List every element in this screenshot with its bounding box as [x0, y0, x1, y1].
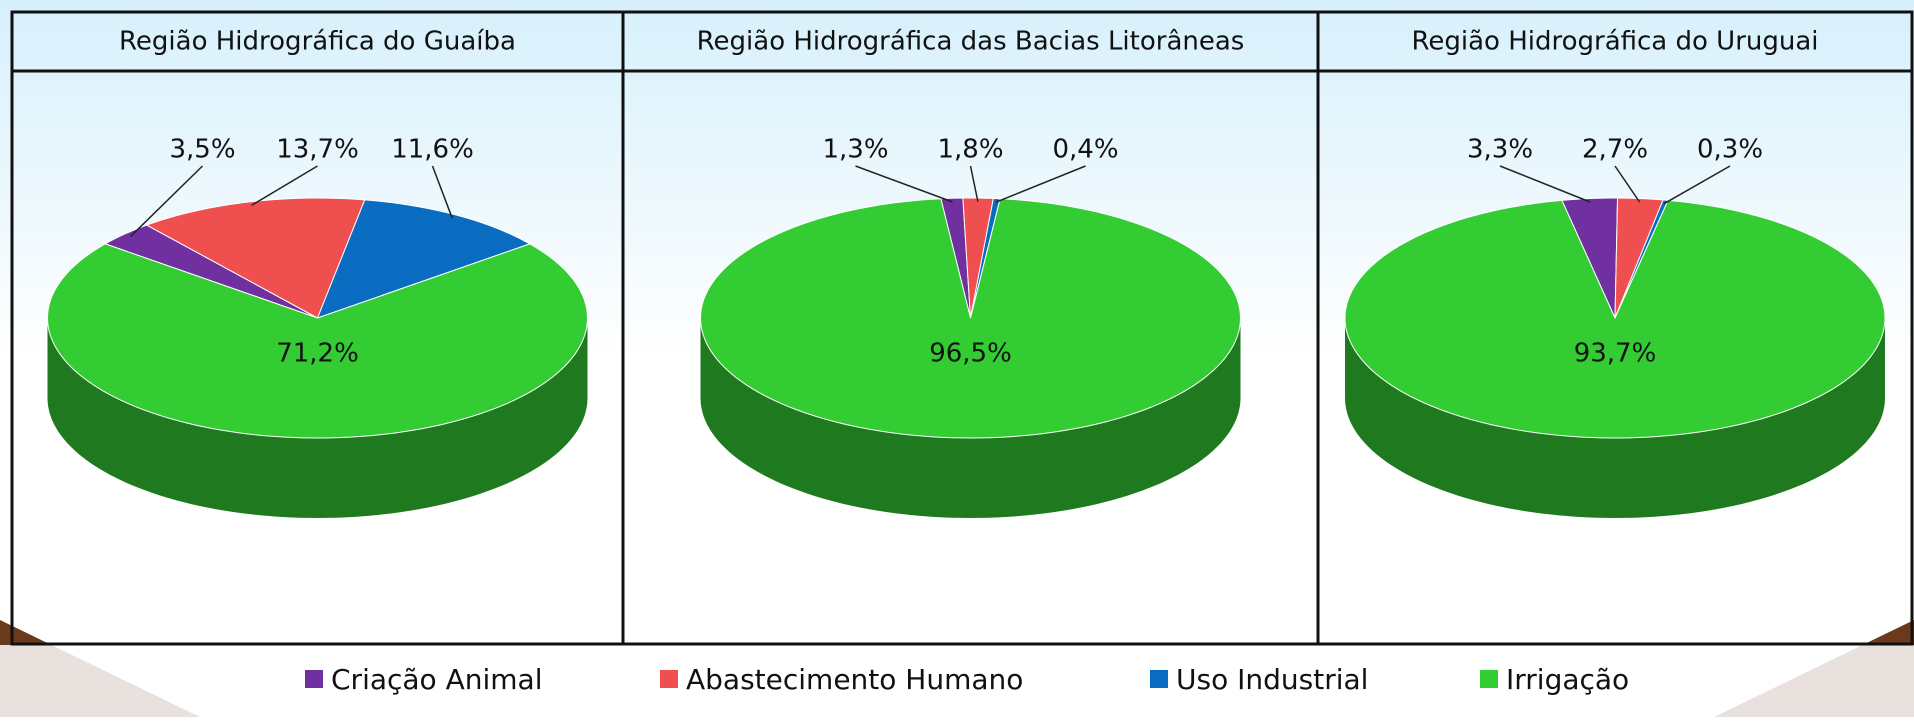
data-label: 11,6%	[391, 135, 474, 165]
data-label: 2,7%	[1582, 135, 1648, 165]
legend-label: Abastecimento Humano	[686, 663, 1023, 696]
legend-swatch	[660, 670, 678, 688]
legend-swatch	[1150, 670, 1168, 688]
data-label: 1,8%	[937, 135, 1003, 165]
legend-label: Uso Industrial	[1176, 663, 1368, 696]
data-label: 3,3%	[1467, 135, 1533, 165]
data-label: 13,7%	[276, 135, 359, 165]
data-label: 71,2%	[276, 339, 359, 369]
data-label: 93,7%	[1574, 339, 1657, 369]
legend-swatch	[1480, 670, 1498, 688]
data-label: 3,5%	[169, 135, 235, 165]
chart-title: Região Hidrográfica do Uruguai	[1411, 27, 1818, 57]
chart-title: Região Hidrográfica das Bacias Litorânea…	[697, 27, 1245, 57]
chart-title: Região Hidrográfica do Guaíba	[119, 27, 516, 57]
data-label: 0,4%	[1052, 135, 1118, 165]
legend-swatch	[305, 670, 323, 688]
legend-label: Criação Animal	[331, 663, 542, 696]
data-label: 0,3%	[1697, 135, 1763, 165]
chart: Região Hidrográfica do Guaíba 3,5% 13,7% 11…	[0, 0, 1914, 717]
data-label: 1,3%	[822, 135, 888, 165]
legend-label: Irrigação	[1506, 663, 1629, 696]
data-label: 96,5%	[929, 339, 1012, 369]
